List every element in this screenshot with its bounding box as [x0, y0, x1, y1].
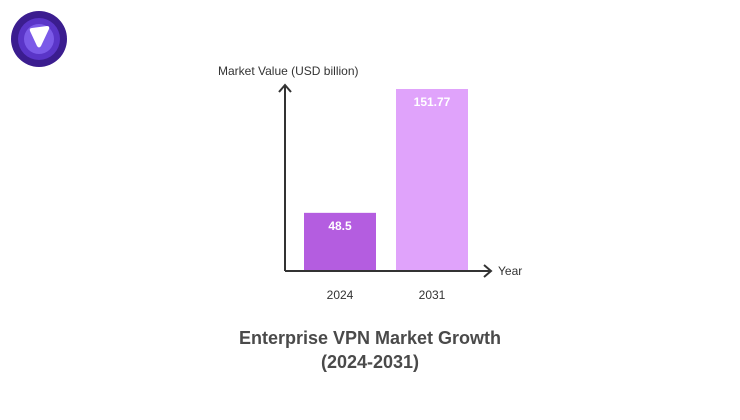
x-axis-arrow-icon	[483, 264, 493, 278]
x-axis-label: Year	[498, 264, 522, 278]
x-tick-label: 2024	[327, 288, 354, 302]
bar-2024	[304, 212, 376, 271]
bar-2031	[396, 89, 468, 271]
x-tick-label: 2031	[419, 288, 446, 302]
data-label: 151.77	[414, 95, 451, 109]
y-axis-arrow-icon	[278, 83, 292, 93]
chart-title: Enterprise VPN Market Growth	[238, 328, 502, 348]
y-axis-label: Market Value (USD billion)	[218, 64, 359, 78]
brand-logo-icon	[11, 11, 67, 67]
data-label: 48.5	[328, 219, 352, 233]
chart-subtitle: (2024-2031)	[320, 352, 420, 372]
